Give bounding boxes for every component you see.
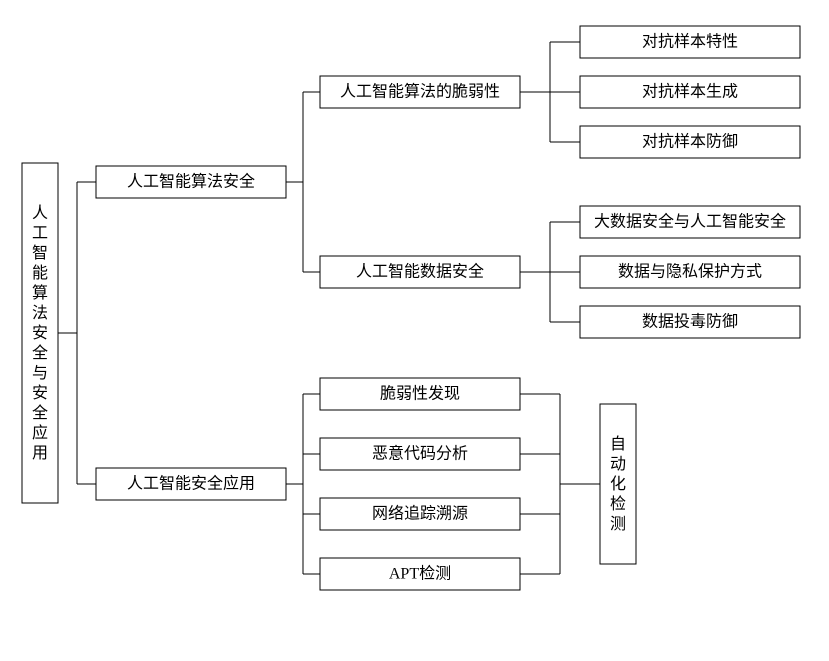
node-label: 能 [32,264,48,282]
node-label: 动 [610,455,626,473]
node-label: 人 [32,204,48,222]
node-label: 恶意代码分析 [372,444,468,463]
node-label: 应 [32,423,48,442]
node-label: 对抗样本生成 [642,83,738,101]
node-label: 全 [32,344,48,362]
node-label: 法 [32,304,48,322]
node-l3f: 数据投毒防御 [580,306,800,338]
node-label: APT检测 [389,565,451,583]
node-label: 网络追踪溯源 [372,504,468,523]
node-label: 人工智能算法安全 [127,172,255,191]
node-l2f: APT检测 [320,558,520,590]
node-l3a: 对抗样本特性 [580,26,800,58]
tree-diagram: 人工智能算法安全与安全应用人工智能算法安全人工智能安全应用人工智能算法的脆弱性人… [0,0,829,661]
node-l3e: 数据与隐私保护方式 [580,256,800,288]
node-label: 安 [32,324,48,342]
node-label: 测 [610,515,626,533]
node-label: 脆弱性发现 [380,385,460,403]
node-l3c: 对抗样本防御 [580,126,800,158]
node-l3d: 大数据安全与人工智能安全 [580,206,800,238]
node-label: 安 [32,384,48,402]
node-label: 智 [32,244,48,262]
node-label: 对抗样本防御 [642,133,738,151]
node-l3g: 自动化检测 [600,404,636,564]
node-label: 自 [610,435,626,453]
node-l1b: 人工智能安全应用 [96,468,286,500]
node-l3b: 对抗样本生成 [580,76,800,108]
node-l2d: 恶意代码分析 [320,438,520,470]
node-l2a: 人工智能算法的脆弱性 [320,76,520,108]
node-label: 数据投毒防御 [642,313,738,331]
node-label: 算 [32,283,48,302]
node-label: 化 [610,475,626,493]
node-label: 与 [32,364,48,382]
node-label: 人工智能数据安全 [356,263,484,281]
node-label: 数据与隐私保护方式 [618,263,762,281]
node-label: 全 [32,404,48,422]
node-label: 用 [32,445,48,462]
node-l1a: 人工智能算法安全 [96,166,286,198]
node-l2b: 人工智能数据安全 [320,256,520,288]
node-l2c: 脆弱性发现 [320,378,520,410]
node-l2e: 网络追踪溯源 [320,498,520,530]
node-label: 工 [32,225,48,242]
node-label: 人工智能算法的脆弱性 [340,82,500,101]
node-label: 对抗样本特性 [642,33,738,51]
node-label: 检 [610,495,626,513]
node-root: 人工智能算法安全与安全应用 [22,163,58,503]
node-label: 大数据安全与人工智能安全 [594,213,786,231]
node-label: 人工智能安全应用 [127,474,255,493]
